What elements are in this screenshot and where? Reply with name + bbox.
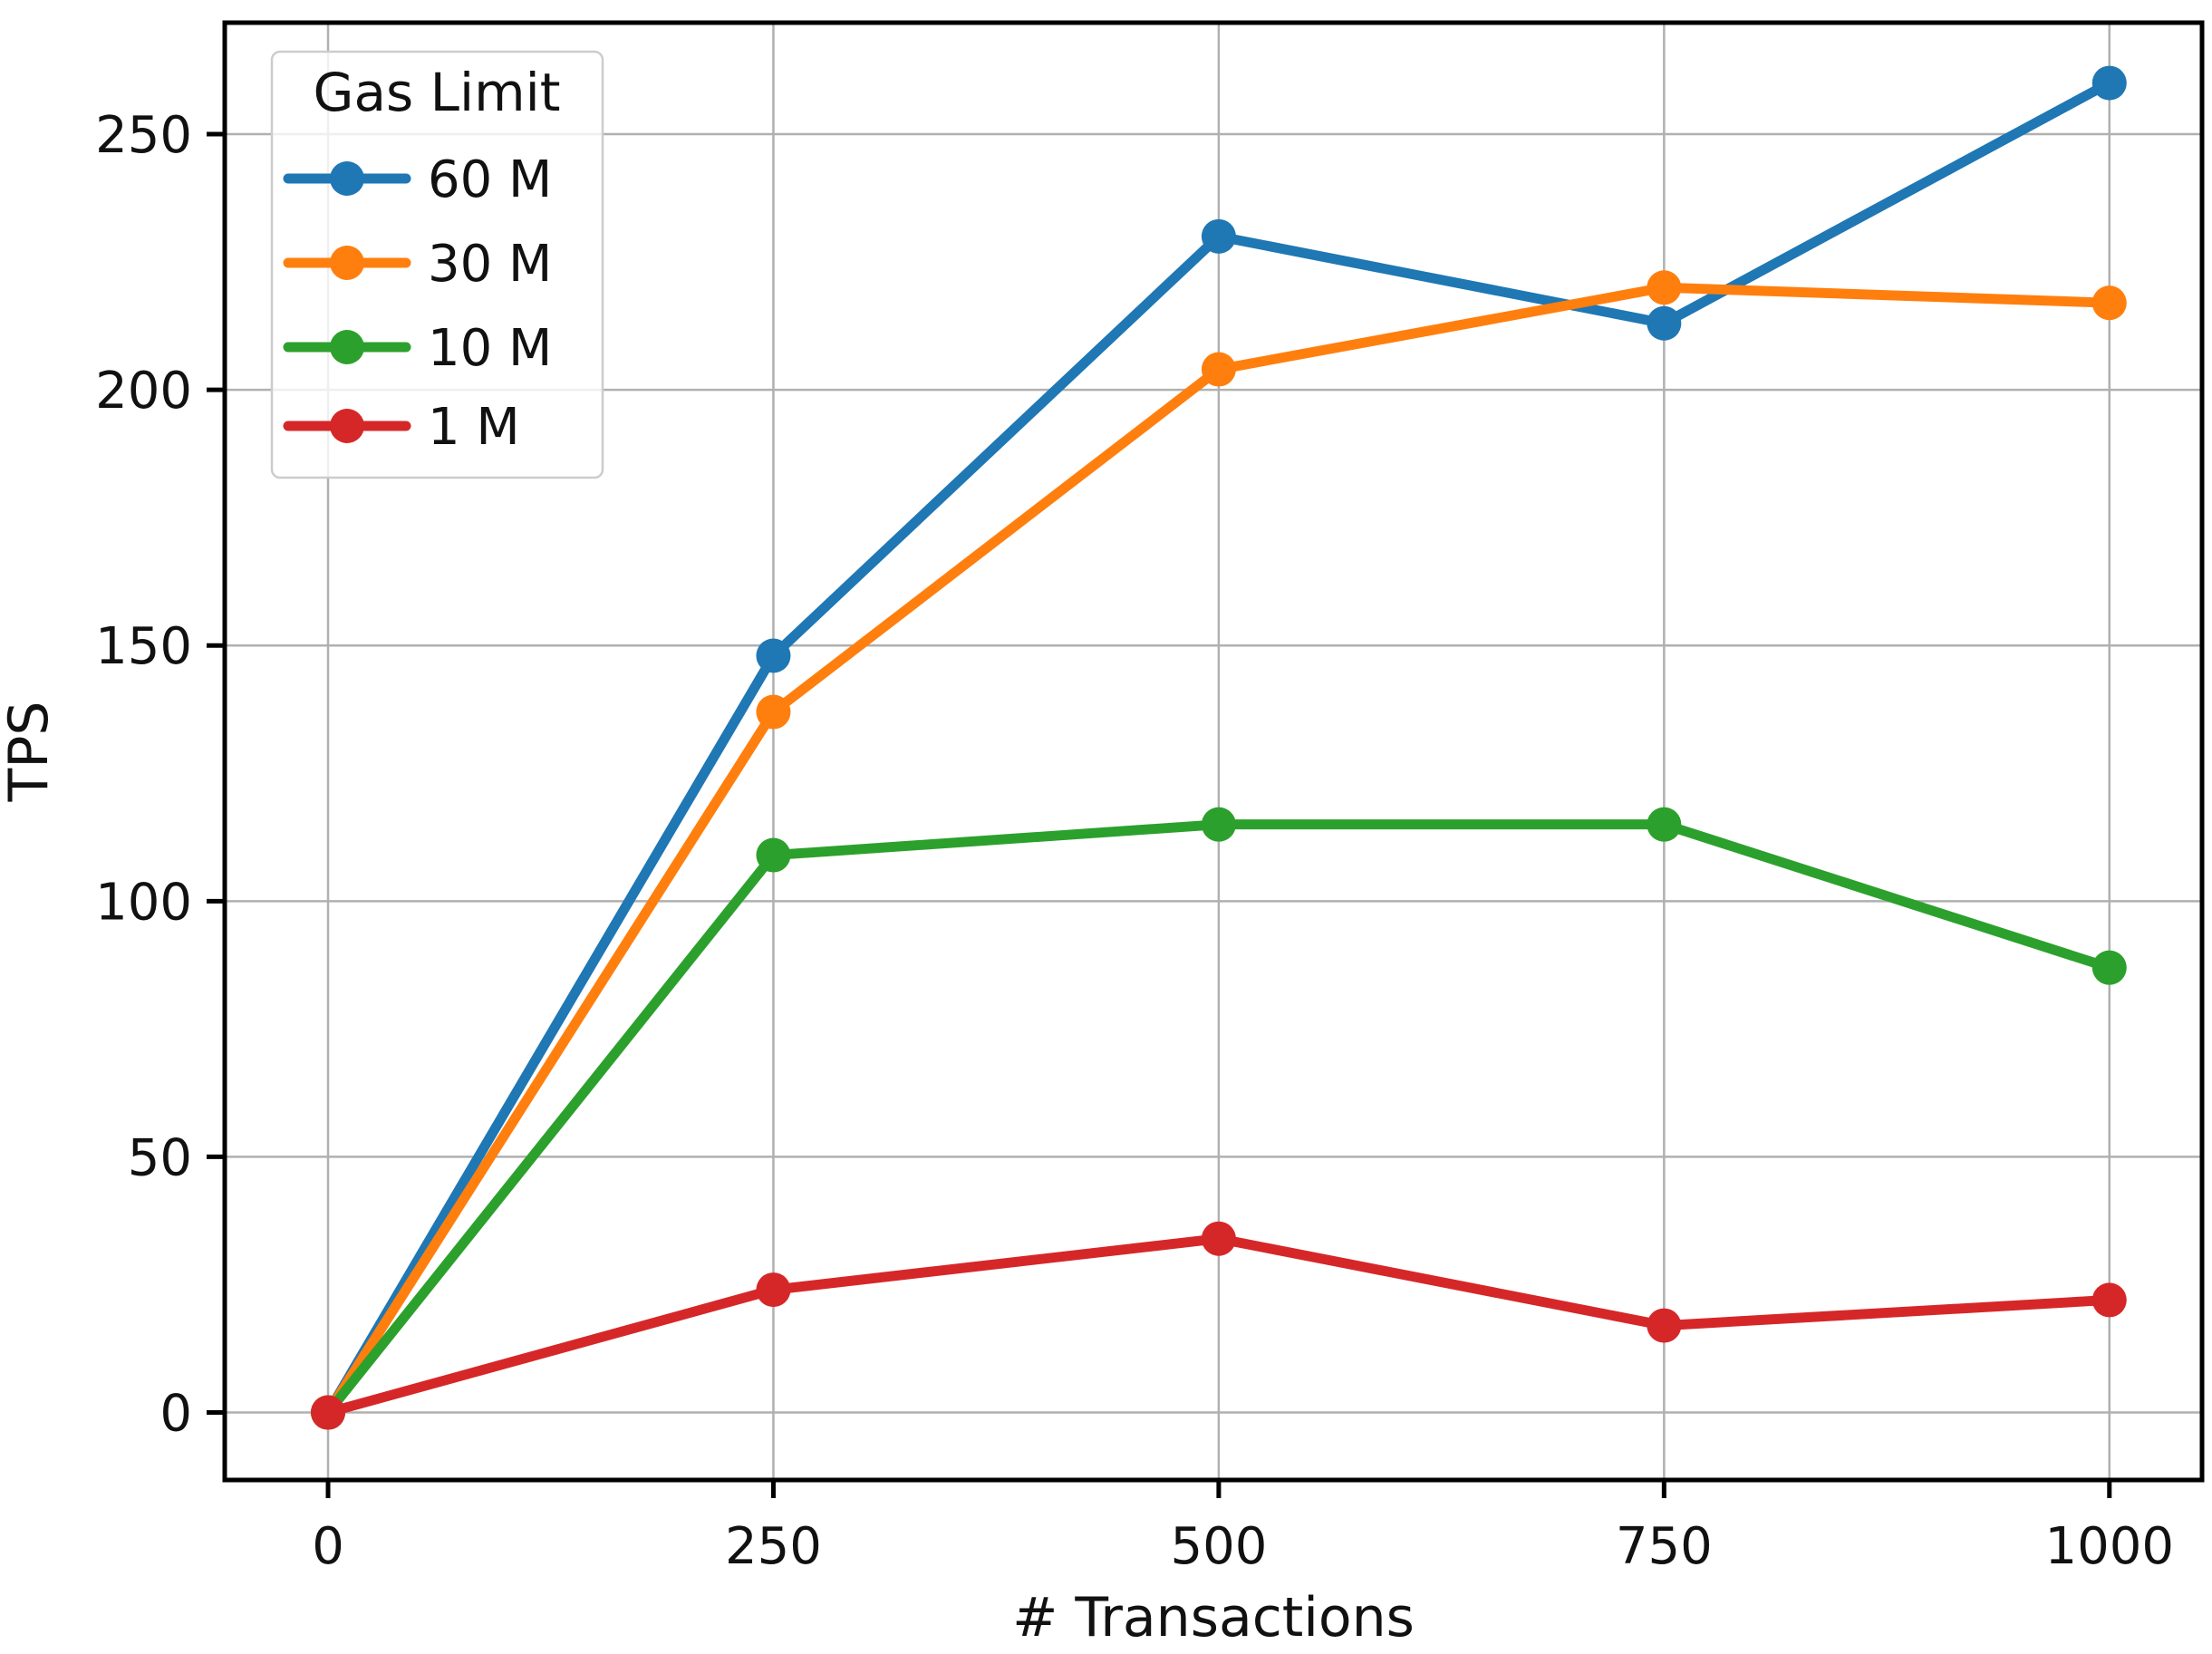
data-point-marker — [756, 694, 791, 730]
y-tick-label: 200 — [95, 362, 192, 421]
x-tick-label: 500 — [1170, 1517, 1267, 1576]
y-tick-label: 150 — [95, 617, 192, 676]
legend-box — [270, 50, 604, 479]
legend-entry-30m: 30 M — [283, 235, 552, 294]
data-point-marker — [1201, 807, 1236, 842]
data-point-marker — [2091, 285, 2127, 321]
data-point-marker — [1201, 1221, 1236, 1256]
x-tick-label: 1000 — [2045, 1517, 2175, 1576]
y-tick-label: 100 — [95, 873, 192, 932]
x-tick-label: 750 — [1616, 1517, 1713, 1576]
data-point-marker — [2091, 65, 2127, 101]
y-tick-label: 0 — [159, 1385, 192, 1444]
legend-entry-label: 1 M — [428, 398, 520, 457]
legend: Gas Limit 60 M 30 M 10 M 1 M — [270, 50, 604, 479]
legend-entry-60m: 60 M — [283, 150, 552, 209]
x-tick-label: 250 — [725, 1517, 822, 1576]
data-point-marker — [311, 1395, 346, 1430]
legend-entry-10m: 10 M — [283, 319, 552, 378]
legend-entry-label: 10 M — [428, 319, 552, 378]
y-tick-label: 250 — [95, 106, 192, 165]
data-point-marker — [756, 638, 791, 673]
data-point-marker — [1647, 305, 1682, 341]
y-tick-label: 50 — [128, 1128, 192, 1187]
legend-entry-1m: 1 M — [283, 398, 520, 457]
x-tick-label: 0 — [312, 1517, 344, 1576]
data-point-marker — [1647, 270, 1682, 305]
legend-sample-marker — [330, 330, 364, 364]
tick-labels: 0 250 500 750 1000 0 50 100 150 200 250 — [95, 106, 2174, 1576]
data-point-marker — [1647, 807, 1682, 842]
data-point-marker — [1201, 218, 1236, 254]
data-point-marker — [1647, 1308, 1682, 1343]
data-point-marker — [2091, 1282, 2127, 1318]
legend-sample-marker — [330, 246, 364, 280]
y-axis-label: TPS — [0, 701, 61, 803]
x-axis-label: # Transactions — [1012, 1586, 1415, 1649]
legend-entry-label: 60 M — [428, 150, 552, 209]
legend-title: Gas Limit — [314, 62, 561, 123]
series-1m — [311, 1221, 2127, 1430]
data-point-marker — [2091, 950, 2127, 985]
legend-sample-marker — [330, 409, 364, 443]
grid-lines — [225, 23, 2202, 1480]
axes-spines — [222, 20, 2205, 1483]
tick-marks — [207, 131, 2112, 1498]
legend-sample-marker — [330, 161, 364, 196]
data-point-marker — [1201, 352, 1236, 387]
series-10m — [311, 807, 2127, 1430]
data-point-marker — [756, 1272, 791, 1308]
data-point-marker — [756, 837, 791, 873]
legend-entry-label: 30 M — [428, 235, 552, 294]
